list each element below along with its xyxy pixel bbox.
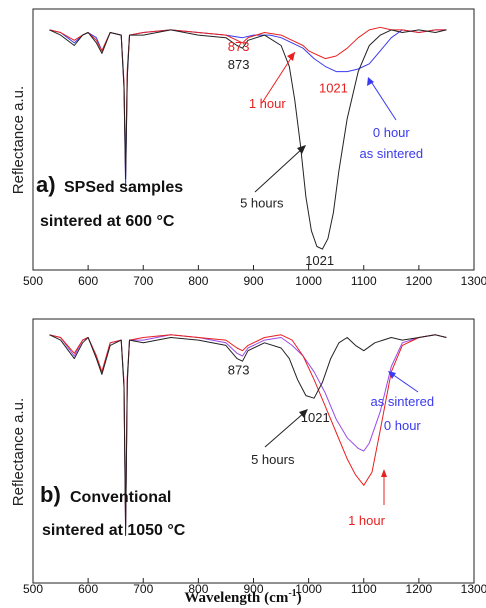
panel-b-series: [49, 334, 447, 536]
panel-b-annotation-0: 873: [228, 362, 250, 377]
panel-a-xtick-label: 1200: [406, 274, 433, 288]
arrow-5hours-a: [254, 147, 304, 193]
panel-a-series-line-2: [49, 29, 447, 250]
panel-a-annotation-3: 1021: [319, 81, 348, 96]
panel-a-annotation-1: 873: [228, 57, 250, 72]
arrow-0hour-a: [369, 79, 397, 121]
panel-b-annotation-1: 1021: [301, 410, 330, 425]
arrow-1hour-b-head: [381, 469, 387, 477]
panel-a-series-line-1: [49, 26, 447, 172]
panel-b-annotation-4: 0 hour: [384, 418, 422, 433]
x-axis-label-unit: (cm: [264, 590, 289, 606]
panel-a-subtitle: sintered at 600 °C: [40, 213, 175, 230]
panel-a-annotation-2: 1 hour: [249, 96, 287, 111]
x-axis-label: Wavelength (cm-1): [184, 588, 301, 606]
panel-b-series-line-2: [49, 334, 447, 536]
panel-b-xticks: 500 600 700 800 900 1000 1100 1200 1300: [23, 578, 486, 596]
panel-b-arrows: [264, 371, 419, 505]
arrow-5hours-b: [264, 411, 306, 448]
panel-a-xtick-label: 700: [133, 274, 153, 288]
arrow-0hour-a-head: [367, 77, 374, 86]
panel-b-letter: b): [40, 482, 61, 507]
panel-a-annotation-6: 5 hours: [240, 195, 284, 210]
panel-a-annotation-5: as sintered: [360, 146, 424, 161]
arrow-5hours-b-head: [299, 409, 308, 418]
arrow-1hour-a: [261, 51, 296, 104]
panel-b-xtick-label: 1000: [295, 582, 322, 596]
panel-b-xtick-label: 600: [78, 582, 98, 596]
x-axis-label-main: Wavelength: [184, 590, 260, 606]
panel-a-arrows: [254, 51, 397, 193]
panel-b: 500 600 700 800 900 1000 1100 1200 1300 873 1021 5…: [10, 318, 486, 606]
x-axis-label-exp: -1: [288, 588, 296, 599]
arrow-0hour-b: [391, 373, 419, 393]
panel-a-annotation-4: 0 hour: [373, 125, 411, 140]
panel-b-annotation-5: 1 hour: [348, 513, 386, 528]
arrow-1hour-a-head: [287, 52, 295, 61]
panel-b-xtick-label: 1300: [461, 582, 486, 596]
panel-a-annotations: 873 873 1 hour 1021 0 hour as sintered 5 hours…: [228, 39, 423, 268]
panel-a-xtick-label: 1300: [461, 274, 486, 288]
panel-a-xticks: 500 600 700 800 900 1000 1100 1200 1300: [23, 265, 486, 288]
panel-a-ylabel: Reflectance a.u.: [10, 86, 27, 194]
panel-b-xtick-label: 800: [188, 582, 208, 596]
panel-b-frame: [32, 318, 475, 584]
panel-b-xtick-label: 1100: [351, 582, 377, 596]
panel-a-xtick-label: 1100: [351, 274, 377, 288]
panel-a-annotation-0: 873: [228, 39, 250, 54]
panel-a-letter: a): [36, 172, 56, 197]
panel-a-xtick-label: 800: [188, 274, 208, 288]
panel-a-xtick-label: 900: [243, 274, 263, 288]
panel-b-subtitle: sintered at 1050 °C: [42, 522, 186, 539]
panel-b-annotation-3: as sintered: [371, 394, 435, 409]
panel-a-xtick-label: 500: [23, 274, 43, 288]
panel-b-xtick-label: 900: [243, 582, 263, 596]
panel-b-xtick-label: 700: [133, 582, 153, 596]
arrow-0hour-b-head: [388, 371, 396, 379]
panel-a-xtick-label: 600: [78, 274, 98, 288]
panel-b-annotations: 873 1021 5 hours as sintered 0 hour 1 hour: [228, 362, 434, 527]
panel-a-xtick-label: 1000: [295, 274, 322, 288]
panel-a-annotation-7: 1021: [305, 253, 334, 268]
panel-a: 500 600 700 800 900 1000 1100 1200 1300 873 873 1 …: [10, 8, 486, 288]
panel-b-title: Conventional: [70, 489, 171, 506]
panel-a-series: [49, 26, 447, 250]
panel-b-xtick-label: 1200: [406, 582, 433, 596]
panel-b-annotation-2: 5 hours: [251, 452, 295, 467]
panel-a-title: SPSed samples: [64, 179, 183, 196]
arrow-5hours-a-head: [297, 145, 306, 154]
panel-b-xtick-label: 500: [23, 582, 43, 596]
x-axis-label-close: ): [297, 590, 302, 606]
panel-b-ylabel: Reflectance a.u.: [10, 398, 27, 506]
panel-b-series-line-1: [49, 334, 447, 526]
